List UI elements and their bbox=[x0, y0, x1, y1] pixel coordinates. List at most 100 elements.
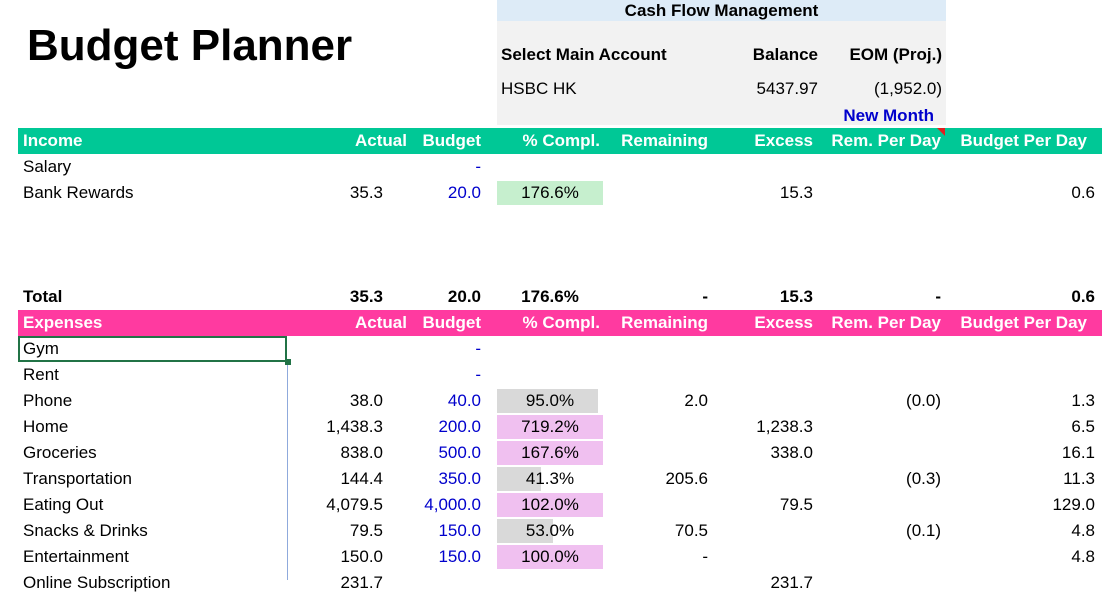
row-label[interactable]: Total bbox=[23, 287, 63, 306]
cell-excess[interactable] bbox=[708, 388, 813, 414]
cell-budget-day[interactable]: 129.0 bbox=[1052, 495, 1095, 514]
row-label[interactable]: Gym bbox=[23, 339, 59, 358]
cell-budget-day[interactable]: 1.3 bbox=[1071, 391, 1095, 410]
cell-budget[interactable]: 350.0 bbox=[438, 469, 481, 488]
cell-excess[interactable] bbox=[708, 518, 813, 544]
row-label[interactable]: Eating Out bbox=[23, 495, 104, 514]
cell-rem-day[interactable] bbox=[813, 414, 941, 440]
cell-budget[interactable]: - bbox=[475, 339, 481, 358]
cell-pct[interactable]: 41.3% bbox=[525, 469, 575, 488]
cell-remaining[interactable] bbox=[603, 492, 708, 518]
account-select[interactable]: HSBC HK bbox=[501, 79, 577, 98]
cell-actual[interactable]: 1,438.3 bbox=[326, 417, 383, 436]
cell-remaining[interactable] bbox=[603, 154, 708, 180]
cell-remaining[interactable] bbox=[603, 414, 708, 440]
cell-remaining[interactable] bbox=[603, 570, 708, 596]
cell-pct[interactable]: 95.0% bbox=[525, 391, 575, 410]
cell-rem-day[interactable]: - bbox=[935, 287, 941, 306]
cell-pct[interactable] bbox=[497, 154, 603, 180]
cell-pct[interactable] bbox=[497, 570, 603, 596]
cell-budget-day[interactable]: 0.6 bbox=[1071, 287, 1095, 306]
cell-rem-day[interactable] bbox=[813, 570, 941, 596]
cell-remaining[interactable]: - bbox=[702, 287, 708, 306]
row-label[interactable]: Entertainment bbox=[23, 547, 129, 566]
cell-budget[interactable]: - bbox=[475, 365, 481, 384]
cell-actual[interactable]: 35.3 bbox=[349, 287, 383, 306]
cell-budget-day[interactable]: 16.1 bbox=[1061, 443, 1095, 462]
cell-pct[interactable]: 176.6% bbox=[521, 183, 579, 202]
cell-budget-day[interactable] bbox=[941, 154, 1095, 180]
cell-excess[interactable] bbox=[708, 154, 813, 180]
cell-budget[interactable]: 20.0 bbox=[447, 183, 481, 202]
cell-budget[interactable]: 200.0 bbox=[438, 417, 481, 436]
cell-remaining[interactable]: 205.6 bbox=[665, 469, 708, 488]
cell-pct[interactable] bbox=[497, 336, 603, 362]
cell-rem-day[interactable] bbox=[813, 154, 941, 180]
cell-pct[interactable]: 53.0% bbox=[525, 521, 575, 540]
cell-pct[interactable]: 102.0% bbox=[521, 495, 579, 514]
cell-excess[interactable]: 231.7 bbox=[770, 573, 813, 592]
cell-budget-day[interactable]: 6.5 bbox=[1071, 417, 1095, 436]
cell-excess[interactable] bbox=[708, 466, 813, 492]
cell-budget[interactable]: 500.0 bbox=[438, 443, 481, 462]
cell-budget-day[interactable] bbox=[941, 336, 1095, 362]
cell-budget[interactable]: 20.0 bbox=[447, 287, 481, 306]
cell-rem-day[interactable]: (0.1) bbox=[906, 521, 941, 540]
cell-actual[interactable]: 4,079.5 bbox=[326, 495, 383, 514]
cell-budget[interactable]: - bbox=[475, 157, 481, 176]
row-label[interactable]: Groceries bbox=[23, 443, 97, 462]
cell-excess[interactable]: 338.0 bbox=[770, 443, 813, 462]
row-label[interactable]: Salary bbox=[23, 157, 72, 176]
cell-pct[interactable]: 176.6% bbox=[521, 287, 579, 306]
cell-rem-day[interactable] bbox=[813, 336, 941, 362]
cell-rem-day[interactable] bbox=[813, 440, 941, 466]
cell-rem-day[interactable] bbox=[813, 544, 941, 570]
cell-budget[interactable]: 150.0 bbox=[438, 521, 481, 540]
cell-actual[interactable] bbox=[272, 362, 383, 388]
cell-excess[interactable] bbox=[708, 336, 813, 362]
fill-handle[interactable] bbox=[285, 359, 291, 365]
cell-pct[interactable] bbox=[497, 362, 603, 388]
row-label[interactable]: Snacks & Drinks bbox=[23, 521, 148, 540]
row-label[interactable]: Transportation bbox=[23, 469, 132, 488]
cell-excess[interactable]: 15.3 bbox=[779, 183, 813, 202]
cell-rem-day[interactable]: (0.0) bbox=[906, 391, 941, 410]
cell-excess[interactable] bbox=[708, 544, 813, 570]
cell-remaining[interactable] bbox=[603, 362, 708, 388]
cell-excess[interactable] bbox=[708, 362, 813, 388]
cell-pct[interactable]: 167.6% bbox=[521, 443, 579, 462]
cell-pct[interactable]: 100.0% bbox=[521, 547, 579, 566]
cell-budget-day[interactable]: 4.8 bbox=[1071, 547, 1095, 566]
cell-budget-day[interactable]: 11.3 bbox=[1063, 469, 1095, 488]
row-label[interactable]: Online Subscription bbox=[23, 573, 171, 592]
cell-budget-day[interactable]: 4.8 bbox=[1071, 521, 1095, 540]
cell-remaining[interactable]: - bbox=[702, 547, 708, 566]
cell-rem-day[interactable] bbox=[813, 362, 941, 388]
cell-rem-day[interactable] bbox=[813, 492, 941, 518]
cell-excess[interactable]: 1,238.3 bbox=[756, 417, 813, 436]
cell-remaining[interactable]: 70.5 bbox=[674, 521, 708, 540]
row-label[interactable]: Phone bbox=[23, 391, 73, 410]
row-label[interactable]: Rent bbox=[23, 365, 59, 384]
cell-budget[interactable]: 40.0 bbox=[447, 391, 481, 410]
cell-excess[interactable]: 15.3 bbox=[779, 287, 813, 306]
cell-budget[interactable]: 150.0 bbox=[438, 547, 481, 566]
row-label[interactable]: Bank Rewards bbox=[23, 183, 134, 202]
cell-remaining[interactable]: 2.0 bbox=[684, 391, 708, 410]
cell-budget-day[interactable]: 0.6 bbox=[1071, 183, 1095, 202]
cell-pct[interactable]: 719.2% bbox=[521, 417, 579, 436]
cell-actual[interactable]: 838.0 bbox=[340, 443, 383, 462]
selected-cell[interactable] bbox=[18, 336, 287, 362]
cell-actual[interactable]: 79.5 bbox=[349, 521, 383, 540]
cell-budget-day[interactable] bbox=[941, 570, 1095, 596]
cell-actual[interactable]: 144.4 bbox=[340, 469, 383, 488]
cell-rem-day[interactable]: (0.3) bbox=[906, 469, 941, 488]
cell-budget[interactable] bbox=[389, 570, 481, 596]
cell-actual[interactable]: 150.0 bbox=[340, 547, 383, 566]
cell-budget-day[interactable] bbox=[941, 362, 1095, 388]
cell-actual[interactable]: 231.7 bbox=[340, 573, 383, 592]
cell-actual[interactable]: 35.3 bbox=[349, 183, 383, 202]
row-label[interactable]: Home bbox=[23, 417, 69, 436]
cell-rem-day[interactable] bbox=[813, 180, 941, 206]
cell-actual[interactable]: 38.0 bbox=[349, 391, 383, 410]
